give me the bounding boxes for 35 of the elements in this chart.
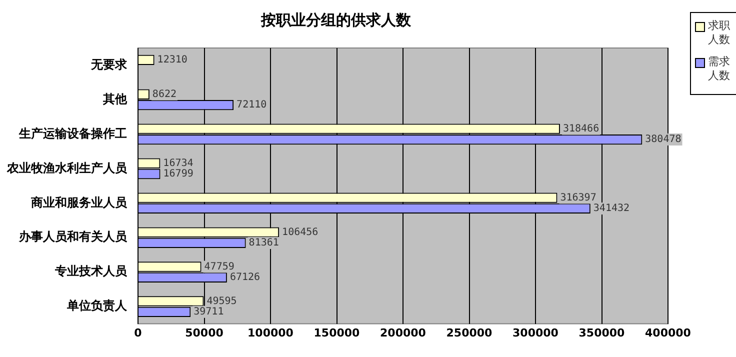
y-tick-label: 专业技术人员 — [54, 264, 128, 278]
y-tick-label: 无要求 — [90, 57, 128, 72]
data-label: 8622 — [152, 88, 177, 100]
data-label: 106456 — [282, 226, 318, 238]
chart-title: 按职业分组的供求人数 — [260, 10, 412, 29]
data-label: 81361 — [248, 238, 279, 249]
x-tick-label: 0 — [134, 326, 142, 340]
x-tick-label: 400000 — [645, 326, 692, 340]
data-label: 12310 — [157, 54, 188, 66]
y-tick-label: 单位负责人 — [66, 298, 128, 313]
y-tick-label: 商业和服务业人员 — [30, 195, 128, 210]
y-tick-label: 农业牧渔水利生产人员 — [6, 160, 128, 175]
data-label: 72110 — [236, 100, 267, 111]
x-tick-label: 150000 — [314, 326, 360, 340]
data-label: 67126 — [230, 272, 260, 284]
data-label: 16799 — [163, 168, 194, 180]
y-tick-label: 办事人员和有关人员 — [18, 230, 128, 244]
x-tick-label: 50000 — [185, 326, 224, 340]
x-tick-label: 200000 — [380, 326, 426, 340]
data-label: 49595 — [206, 296, 237, 307]
data-label: 380478 — [645, 134, 682, 146]
legend-label: 需求人数 — [708, 55, 731, 83]
data-label: 16734 — [163, 158, 194, 169]
x-tick-label: 250000 — [446, 326, 493, 340]
y-tick-label: 生产运输设备操作工 — [18, 126, 127, 140]
data-label: 316397 — [560, 192, 596, 204]
x-tick-label: 300000 — [512, 326, 559, 340]
data-label: 39711 — [194, 306, 224, 318]
x-tick-label: 100000 — [248, 326, 294, 340]
legend-label: 求职人数 — [708, 19, 731, 47]
data-label: 341432 — [593, 203, 630, 214]
data-label: 318466 — [562, 123, 600, 134]
y-tick-label: 其他 — [102, 92, 128, 106]
data-label: 47759 — [204, 261, 234, 272]
x-tick-label: 350000 — [578, 326, 626, 340]
